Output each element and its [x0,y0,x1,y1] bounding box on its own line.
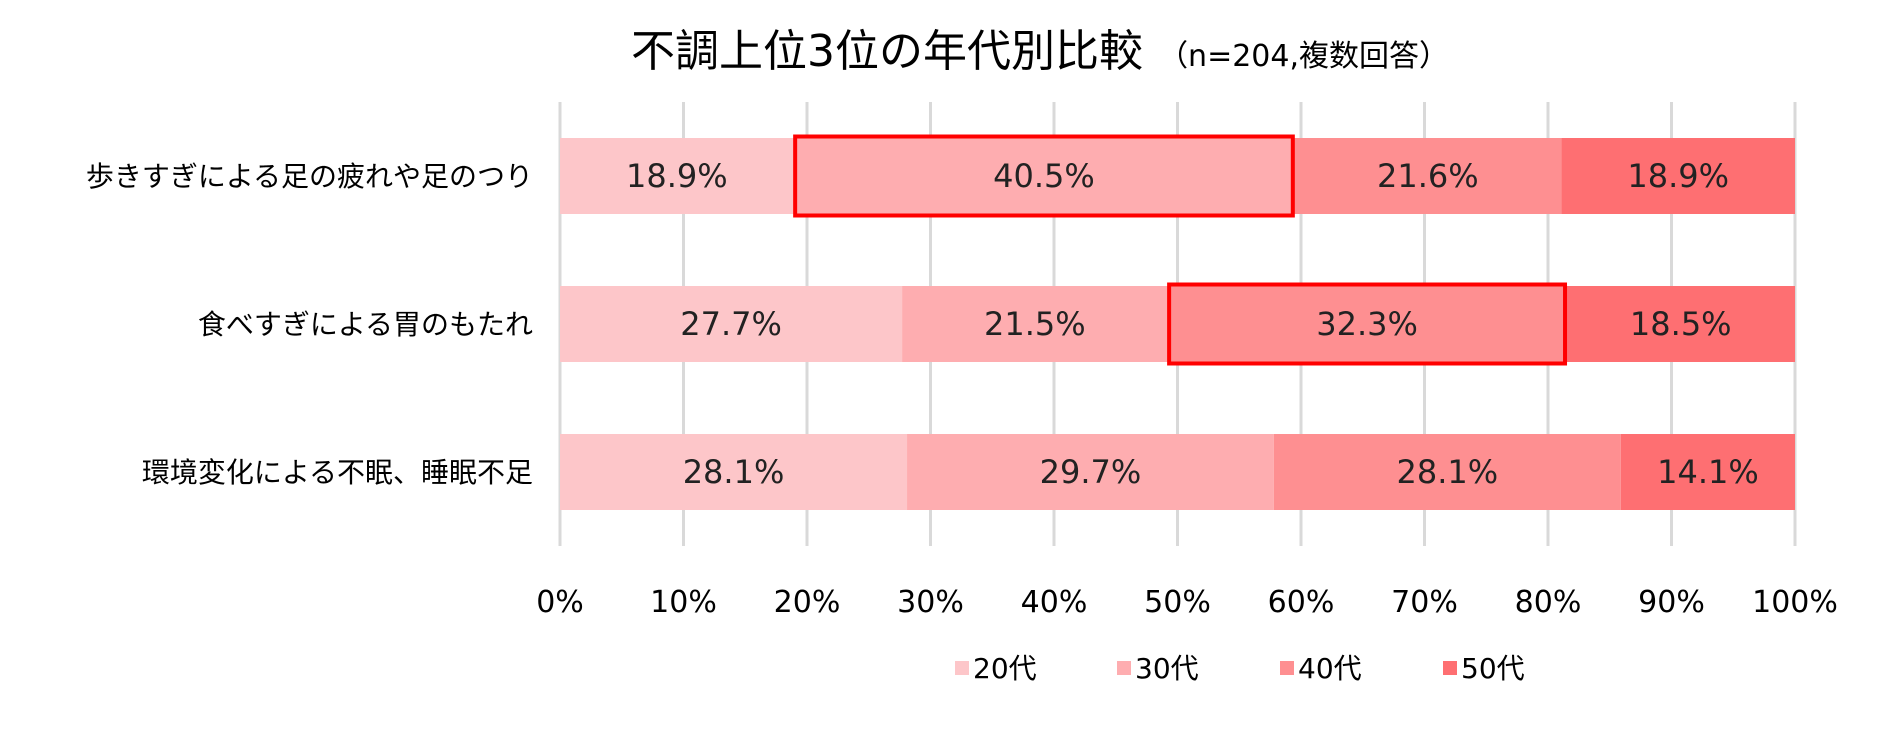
legend-label: 50代 [1461,652,1525,685]
legend-swatch [1443,661,1457,675]
data-label: 32.3% [1316,305,1418,343]
x-tick-label: 90% [1638,585,1705,620]
x-tick-label: 80% [1515,585,1582,620]
bar-segment [560,138,794,214]
x-axis-tick-labels: 0% 10% 20% 30% 40% 50% 60% 70% 80% 90% 100% [536,585,1838,620]
bar-segment [1566,286,1795,362]
x-tick-label: 50% [1144,585,1211,620]
bar-segment [1620,434,1795,510]
data-label: 18.5% [1630,305,1732,343]
data-label: 21.6% [1377,157,1479,195]
legend-swatch [1117,661,1131,675]
data-label: 29.7% [1040,453,1142,491]
data-labels: 18.9% 40.5% 21.6% 18.9% 27.7% 21.5% 32.3% 18.5%… [626,157,1759,491]
bar-segment [907,434,1274,510]
data-label: 21.5% [984,305,1086,343]
data-label: 40.5% [993,157,1095,195]
highlight-box [1167,282,1568,366]
legend-label: 30代 [1135,652,1199,685]
bar-segment [793,138,1295,214]
category-label: 環境変化による不眠、睡眠不足 [142,456,533,489]
legend-label: 40代 [1298,652,1362,685]
category-label: 食べすぎによる胃のもたれ [198,308,533,341]
x-tick-label: 30% [897,585,964,620]
chart-title: 不調上位3位の年代別比較 （n=204,複数回答） [631,26,1449,77]
bar-segments [560,138,1795,510]
data-label: 18.9% [626,157,728,195]
data-label: 18.9% [1627,157,1729,195]
bar-segment [902,286,1168,362]
category-labels: 歩きすぎによる足の疲れや足のつり食べすぎによる胃のもたれ環境変化による不眠、睡眠… [86,160,533,489]
legend-label: 20代 [973,652,1037,685]
legend: 20代 30代 40代 50代 [955,652,1525,685]
x-tick-label: 0% [536,585,584,620]
chart-title-main: 不調上位3位の年代別比較 [631,26,1143,77]
data-label: 27.7% [680,305,782,343]
x-tick-label: 100% [1752,585,1838,620]
data-label: 14.1% [1657,453,1759,491]
x-tick-label: 20% [774,585,841,620]
bar-segment [1273,434,1621,510]
bar-segment [560,286,903,362]
bar-segment [1294,138,1562,214]
category-label: 歩きすぎによる足の疲れや足のつり [86,160,533,193]
x-tick-label: 40% [1021,585,1088,620]
chart-subtitle: （n=204,複数回答） [1158,39,1449,74]
bar-segment [1167,286,1567,362]
highlight-boxes [793,134,1568,366]
legend-swatch [1280,661,1294,675]
x-tick-label: 10% [650,585,717,620]
data-label: 28.1% [683,453,785,491]
x-tick-label: 70% [1391,585,1458,620]
bar-segment [1561,138,1795,214]
highlight-box [793,134,1295,218]
data-label: 28.1% [1397,453,1499,491]
bar-segment [560,434,908,510]
x-tick-label: 60% [1268,585,1335,620]
legend-swatch [955,661,969,675]
